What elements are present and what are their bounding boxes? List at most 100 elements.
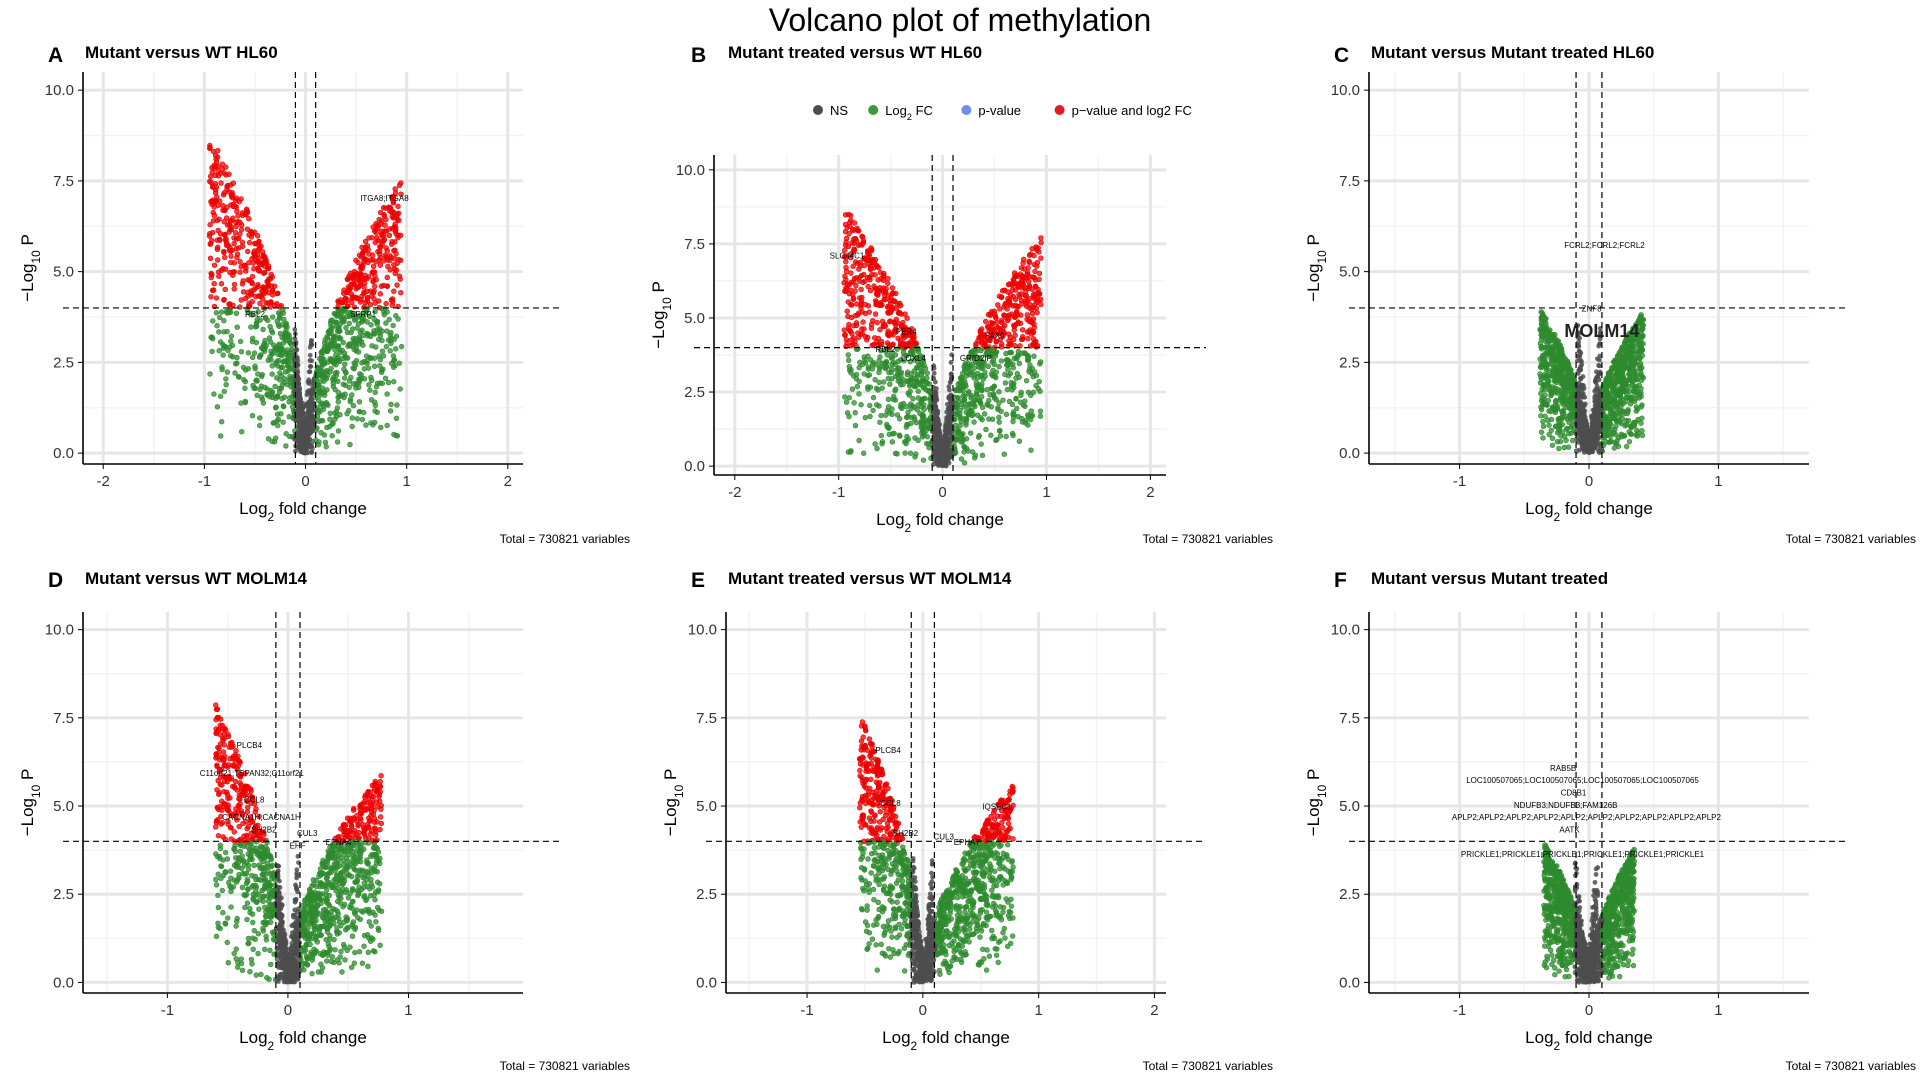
data-point xyxy=(233,310,240,317)
data-point xyxy=(978,347,984,354)
data-point xyxy=(861,371,867,377)
data-point xyxy=(232,361,239,367)
data-point xyxy=(333,319,339,325)
data-point xyxy=(1019,327,1026,333)
data-point xyxy=(991,308,998,314)
data-point xyxy=(920,457,927,463)
data-point xyxy=(865,303,872,309)
data-point xyxy=(249,354,256,361)
data-point xyxy=(238,226,245,233)
data-point xyxy=(254,392,260,399)
data-point xyxy=(1540,435,1546,441)
data-point xyxy=(961,378,968,384)
data-point xyxy=(365,274,372,280)
data-point xyxy=(254,377,260,383)
data-point xyxy=(1022,292,1028,299)
data-point xyxy=(1565,444,1572,450)
data-point xyxy=(958,401,965,408)
data-point-ns xyxy=(309,400,315,406)
data-point xyxy=(265,300,271,306)
data-point xyxy=(1555,376,1561,382)
data-point xyxy=(888,307,894,314)
data-point xyxy=(250,382,256,389)
data-point xyxy=(370,278,376,285)
data-point xyxy=(891,430,897,437)
data-point xyxy=(1549,361,1555,367)
data-point xyxy=(1566,367,1572,373)
data-point xyxy=(280,310,287,316)
data-point xyxy=(378,283,385,289)
data-point xyxy=(844,410,851,416)
data-point-ns xyxy=(943,423,948,429)
data-point xyxy=(1538,406,1545,413)
data-point xyxy=(960,431,966,437)
data-point xyxy=(271,283,278,289)
data-point-ns xyxy=(297,396,303,402)
data-point xyxy=(269,371,275,377)
data-point xyxy=(265,265,272,271)
data-point xyxy=(249,413,256,419)
data-point xyxy=(209,272,215,278)
data-point xyxy=(1611,429,1617,436)
data-point xyxy=(1028,251,1034,257)
data-point xyxy=(1631,355,1637,362)
data-point xyxy=(260,400,267,406)
data-point xyxy=(259,371,265,378)
data-point xyxy=(229,195,236,201)
data-point xyxy=(245,248,251,255)
data-point xyxy=(211,391,217,397)
data-point xyxy=(370,263,377,270)
data-point xyxy=(1011,327,1017,333)
data-point xyxy=(253,285,259,291)
y-tick-label: 2.5 xyxy=(684,384,705,401)
data-point xyxy=(1618,431,1625,438)
data-point xyxy=(955,381,961,387)
data-point xyxy=(246,260,252,266)
data-point xyxy=(348,329,354,336)
data-point xyxy=(1623,443,1630,450)
data-point xyxy=(1004,359,1011,366)
data-point xyxy=(382,306,388,312)
data-point xyxy=(245,350,252,356)
data-point xyxy=(384,248,390,254)
data-point xyxy=(919,371,925,377)
data-point xyxy=(279,364,286,371)
data-point xyxy=(842,212,849,218)
data-point xyxy=(367,387,373,393)
data-point xyxy=(1032,268,1038,275)
data-point xyxy=(1019,277,1025,283)
data-point xyxy=(237,304,243,310)
data-point xyxy=(388,297,395,303)
data-point xyxy=(891,359,897,366)
data-point xyxy=(865,254,872,260)
data-point xyxy=(331,338,337,344)
data-point xyxy=(1564,361,1570,367)
data-point xyxy=(1033,291,1039,297)
data-point xyxy=(885,404,892,410)
data-point xyxy=(1028,408,1034,414)
data-point xyxy=(1557,397,1563,404)
data-point xyxy=(262,255,268,262)
data-point xyxy=(239,239,246,245)
data-point xyxy=(380,353,387,359)
panel-letter: A xyxy=(48,44,63,67)
data-point xyxy=(351,365,357,372)
data-point xyxy=(272,383,278,390)
data-point xyxy=(221,329,227,335)
data-point xyxy=(1019,415,1025,422)
data-point-ns xyxy=(936,435,941,441)
data-point xyxy=(957,375,964,381)
data-point xyxy=(998,344,1005,350)
data-point xyxy=(251,266,257,272)
data-point xyxy=(268,271,274,278)
data-point xyxy=(322,439,329,446)
y-axis-label-part: P xyxy=(649,281,668,297)
data-point xyxy=(881,292,888,298)
data-point xyxy=(332,410,338,416)
data-point xyxy=(1604,402,1610,408)
data-point xyxy=(1017,320,1024,326)
data-point xyxy=(1013,308,1020,315)
data-point xyxy=(977,415,984,421)
data-point xyxy=(907,388,913,394)
data-point xyxy=(242,398,249,405)
